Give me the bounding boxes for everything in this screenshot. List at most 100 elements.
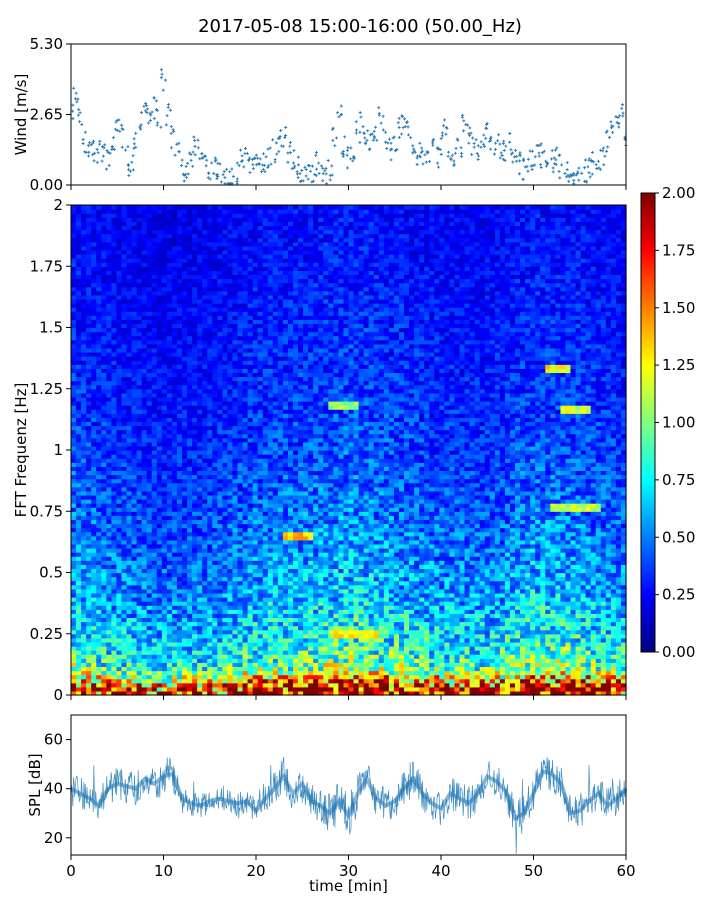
spectrogram-cell bbox=[454, 544, 460, 549]
spectrogram-cell bbox=[545, 585, 551, 590]
spectrogram-cell bbox=[545, 687, 551, 692]
spectrogram-cell bbox=[116, 601, 122, 606]
spectrogram-cell bbox=[96, 552, 102, 557]
spectrogram-cell bbox=[616, 605, 622, 610]
spectrogram-cell bbox=[182, 650, 188, 655]
spectrogram-cell bbox=[454, 581, 460, 586]
spectrogram-cell bbox=[86, 662, 92, 667]
spectrogram-cell bbox=[127, 540, 133, 545]
spectrogram-cell bbox=[248, 581, 254, 586]
spectrogram-cell bbox=[328, 671, 334, 676]
spectrogram-cell bbox=[248, 687, 254, 692]
spectrogram-cell bbox=[429, 658, 435, 663]
spectrogram-cell bbox=[560, 650, 566, 655]
wind-point bbox=[502, 142, 505, 145]
spectrogram-cell bbox=[142, 675, 148, 680]
spectrogram-cell bbox=[268, 544, 274, 549]
spectrogram-cell bbox=[172, 658, 178, 663]
spectrogram-cell bbox=[76, 626, 82, 631]
spectrogram-cell bbox=[308, 597, 314, 602]
spectrogram-cell bbox=[525, 613, 531, 618]
spectrogram-cell bbox=[540, 605, 546, 610]
spectrogram-cell bbox=[217, 609, 223, 614]
spectrogram-cell bbox=[288, 536, 294, 541]
spectrogram-cell bbox=[121, 671, 127, 676]
spectrogram-cell bbox=[76, 544, 82, 549]
wind-point bbox=[423, 153, 426, 156]
spectrogram-cell bbox=[328, 646, 334, 651]
spectrogram-cell bbox=[586, 568, 592, 573]
spectrogram-cell bbox=[182, 556, 188, 561]
spectrogram-cell bbox=[238, 679, 244, 684]
spectrogram-cell bbox=[147, 638, 153, 643]
spectrogram-cell bbox=[106, 671, 112, 676]
spectrogram-cell bbox=[540, 638, 546, 643]
spectrogram-cell bbox=[162, 597, 168, 602]
spectrogram-cell bbox=[202, 581, 208, 586]
spectrogram-cell bbox=[71, 609, 77, 614]
spectrogram-cell bbox=[333, 548, 339, 553]
spectrogram-cell bbox=[298, 654, 304, 659]
spectrogram-cell bbox=[379, 638, 385, 643]
wind-point bbox=[230, 167, 233, 170]
spectrogram-cell bbox=[333, 597, 339, 602]
spectrogram-cell bbox=[338, 622, 344, 627]
spectrogram-cell bbox=[142, 577, 148, 582]
spectrogram-cell bbox=[111, 675, 117, 680]
spectrogram-cell bbox=[359, 654, 365, 659]
spectrogram-cell bbox=[323, 556, 329, 561]
spectrogram-cell bbox=[596, 540, 602, 545]
spectrogram-cell bbox=[91, 622, 97, 627]
spectrogram-cell bbox=[172, 638, 178, 643]
spectrogram-cell bbox=[101, 662, 107, 667]
spectrogram-cell bbox=[540, 634, 546, 639]
spectrogram-cell bbox=[545, 577, 551, 582]
spectrogram-cell bbox=[535, 581, 541, 586]
spectrogram-cell bbox=[278, 634, 284, 639]
spectrogram-cell bbox=[116, 642, 122, 647]
spectrogram-cell bbox=[106, 646, 112, 651]
spectrogram-cell bbox=[157, 679, 163, 684]
spectrogram-cell bbox=[273, 540, 279, 545]
spectrogram-cell bbox=[222, 552, 228, 557]
spectrogram-cell bbox=[495, 675, 501, 680]
spectrogram-cell bbox=[328, 605, 334, 610]
spectrogram-cell bbox=[525, 609, 531, 614]
spectrogram-cell bbox=[404, 577, 410, 582]
spectrogram-cell bbox=[177, 654, 183, 659]
spectrogram-cell bbox=[399, 597, 405, 602]
spectrogram-cell bbox=[550, 568, 556, 573]
spectrogram-cell bbox=[303, 687, 309, 692]
spectrogram-cell bbox=[147, 568, 153, 573]
spectrogram-cell bbox=[217, 540, 223, 545]
spectrogram-cell bbox=[152, 634, 158, 639]
spectrogram-cell bbox=[596, 662, 602, 667]
spectrogram-cell bbox=[465, 536, 471, 541]
spectrogram-cell bbox=[298, 613, 304, 618]
spectrogram-cell bbox=[328, 540, 334, 545]
spectrogram-cell bbox=[142, 679, 148, 684]
spectrogram-cell bbox=[197, 560, 203, 565]
spectrogram-cell bbox=[470, 589, 476, 594]
spectrogram-cell bbox=[313, 671, 319, 676]
spectrogram-cell bbox=[298, 540, 304, 545]
spectrogram-cell bbox=[273, 675, 279, 680]
spectrogram-cell bbox=[167, 577, 173, 582]
spectrogram-cell bbox=[576, 605, 582, 610]
spectrogram-cell bbox=[217, 642, 223, 647]
spectrogram-cell bbox=[217, 605, 223, 610]
spectrogram-cell bbox=[268, 540, 274, 545]
spectrogram-cell bbox=[313, 568, 319, 573]
spectrogram-cell bbox=[495, 683, 501, 688]
spectrogram-cell bbox=[384, 593, 390, 598]
spectrogram-cell bbox=[535, 650, 541, 655]
spectrogram-cell bbox=[505, 675, 511, 680]
spectrogram-cell bbox=[278, 626, 284, 631]
spectrogram-cell bbox=[197, 605, 203, 610]
spectrogram-cell bbox=[424, 564, 430, 569]
spectrogram-cell bbox=[379, 679, 385, 684]
spectrogram-cell bbox=[116, 589, 122, 594]
spectrogram-cell bbox=[227, 675, 233, 680]
spectrogram-cell bbox=[555, 613, 561, 618]
wind-point bbox=[355, 132, 358, 135]
